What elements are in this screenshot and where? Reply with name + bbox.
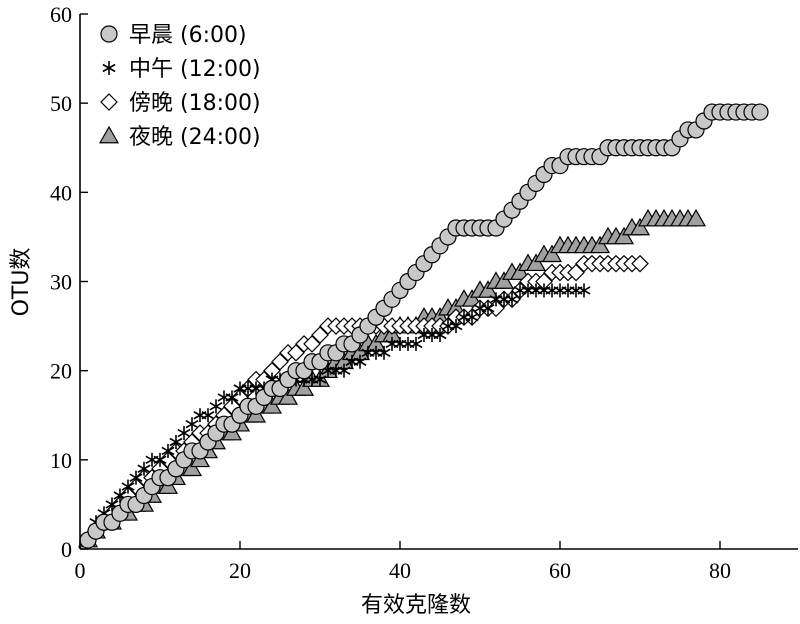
data-point — [465, 310, 479, 325]
x-tick-label: 0 — [75, 558, 86, 583]
data-point — [629, 217, 651, 236]
legend-label: 中午 (12:00) — [129, 57, 261, 82]
axis-ticks: 0 20 40 60 80 0 10 20 30 40 50 60 — [50, 2, 731, 583]
series-1 — [79, 103, 769, 549]
data-point — [409, 336, 423, 351]
x-tick-label: 80 — [709, 558, 731, 583]
data-point — [137, 461, 151, 476]
y-axis-label: OTU数 — [9, 248, 34, 317]
x-tick-label: 60 — [549, 558, 571, 583]
y-tick-label: 40 — [50, 180, 72, 205]
data-point — [481, 301, 495, 316]
chart-marks — [77, 103, 769, 549]
data-point — [209, 399, 223, 414]
data-point — [225, 390, 239, 405]
y-tick-label: 0 — [61, 537, 72, 562]
data-point — [577, 283, 591, 298]
legend-item-1: 早晨 (6:00) — [100, 23, 247, 48]
data-point — [751, 103, 769, 121]
y-tick-label: 20 — [50, 359, 72, 384]
data-point — [129, 470, 143, 485]
legend-marker — [100, 93, 118, 111]
legend-marker — [100, 25, 118, 43]
x-axis-label: 有效克隆数 — [361, 593, 471, 618]
data-point — [193, 408, 207, 423]
data-point — [525, 253, 547, 272]
data-point — [401, 336, 415, 351]
data-point — [185, 417, 199, 432]
data-point — [313, 372, 327, 387]
data-point — [461, 289, 483, 307]
data-point — [589, 235, 611, 254]
data-point — [311, 326, 329, 344]
data-point — [433, 328, 447, 342]
y-tick-label: 50 — [50, 91, 72, 116]
data-point — [613, 226, 635, 245]
x-tick-label: 40 — [389, 558, 411, 583]
legend-label: 傍晚 (18:00) — [129, 91, 261, 116]
data-point — [509, 262, 531, 280]
data-point — [553, 283, 567, 298]
data-point — [561, 283, 575, 298]
data-point — [377, 345, 391, 360]
data-point — [493, 271, 515, 289]
data-point — [337, 363, 351, 378]
data-point — [287, 343, 305, 362]
data-point — [505, 292, 519, 307]
legend: 早晨 (6:00) 中午 (12:00) 傍晚 (18:00) 夜晚 (24:00) — [98, 23, 261, 150]
data-point — [121, 479, 135, 494]
legend-label: 早晨 (6:00) — [129, 23, 247, 48]
data-point — [569, 283, 583, 298]
data-point — [201, 408, 215, 423]
legend-item-2: 中午 (12:00) — [102, 57, 261, 82]
series-3 — [79, 254, 649, 549]
legend-label: 夜晚 (24:00) — [129, 125, 261, 150]
data-point — [293, 378, 315, 396]
x-tick-label: 20 — [229, 558, 251, 583]
data-point — [161, 443, 175, 458]
data-point — [449, 319, 463, 334]
data-point — [303, 335, 321, 353]
data-point — [567, 263, 585, 282]
legend-item-3: 傍晚 (18:00) — [100, 91, 261, 116]
data-point — [685, 208, 707, 227]
data-point — [541, 244, 563, 263]
data-point — [169, 435, 183, 449]
legend-marker — [98, 125, 120, 144]
data-point — [477, 280, 499, 298]
data-point — [271, 352, 289, 371]
y-tick-label: 60 — [50, 2, 72, 27]
data-point — [177, 426, 191, 441]
legend-item-4: 夜晚 (24:00) — [98, 125, 261, 150]
data-point — [487, 299, 505, 318]
data-point — [353, 354, 367, 369]
data-point — [153, 452, 167, 467]
y-tick-label: 30 — [50, 270, 72, 295]
y-tick-label: 10 — [50, 448, 72, 473]
data-point — [631, 254, 649, 273]
legend-marker — [102, 61, 116, 75]
